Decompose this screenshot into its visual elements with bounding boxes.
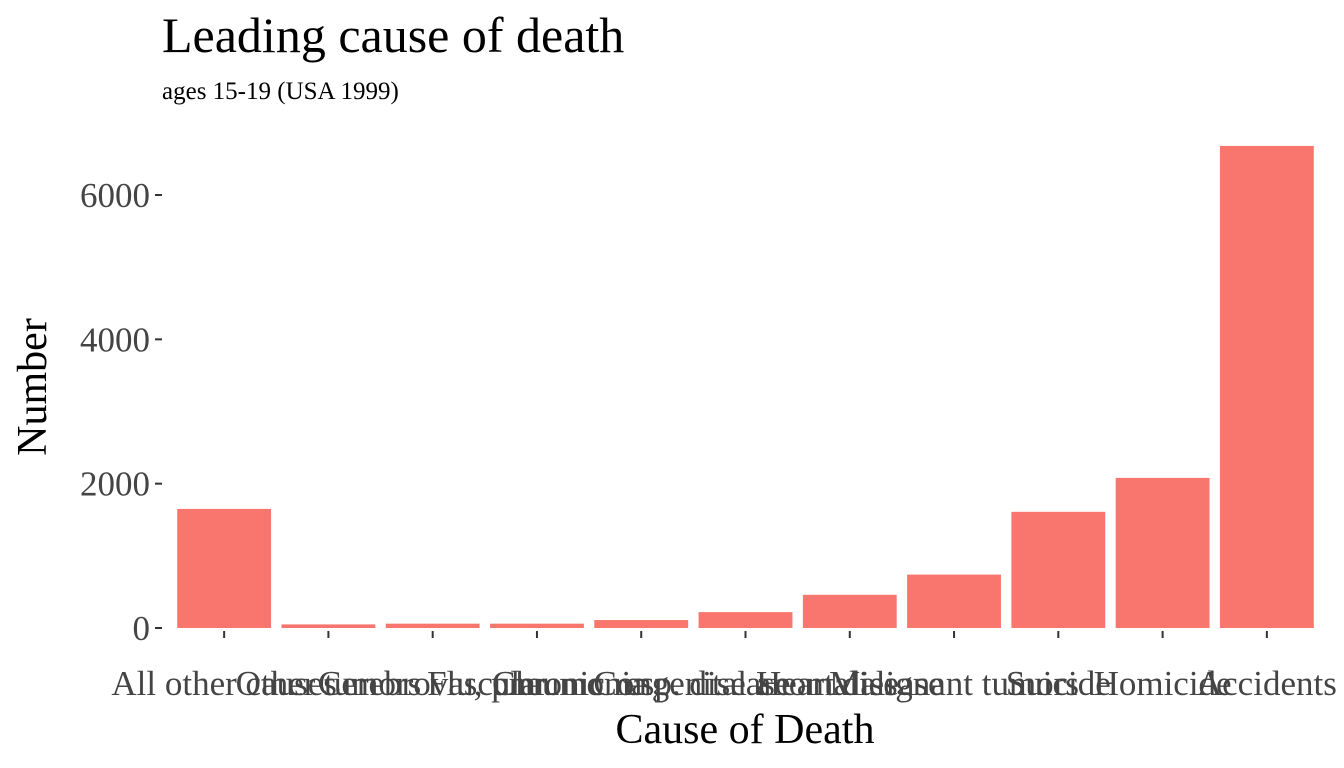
bar-5 [698,612,793,628]
bar-1 [281,624,376,628]
bar-2 [385,623,480,628]
y-tick-label-1: 2000 [80,465,150,504]
y-axis-title: Number [10,318,56,456]
x-tick-label-6: Heart disease [756,664,944,703]
x-tick-label-9: Homicide [1094,664,1232,703]
bar-4 [594,620,689,628]
chart-title: Leading cause of death [162,7,625,63]
x-tick-label-0: All other causes [111,664,336,703]
x-tick-label-10: Accidents [1197,664,1337,703]
x-tick-label-2: Cerebrovascular [318,664,548,703]
y-tick-label-3: 6000 [80,176,150,215]
x-tick-label-4: Chronic resp. disease [492,664,790,703]
bar-9 [1115,477,1210,628]
x-tick-label-7: Malignant tumors [829,664,1079,703]
x-axis-title: Cause of Death [616,707,875,753]
x-tick-label-8: Suicide [1006,664,1111,703]
bar-0 [177,508,272,628]
bar-7 [907,574,1001,628]
bar-6 [802,594,897,628]
bar-10 [1219,145,1314,628]
bar-8 [1011,511,1106,628]
x-tick-label-5: Congenital anomalies [593,664,897,703]
y-axis: 0 2000 4000 6000 [80,176,162,648]
bar-3 [490,623,584,628]
y-tick-label-0: 0 [133,609,151,648]
y-tick-label-2: 4000 [80,320,150,359]
x-tick-label-3: Flu, pneumonia [427,664,647,703]
bars-group [177,145,1314,628]
x-tick-label-1: Other tumors [236,664,422,703]
chart-subtitle: ages 15-19 (USA 1999) [162,78,399,105]
